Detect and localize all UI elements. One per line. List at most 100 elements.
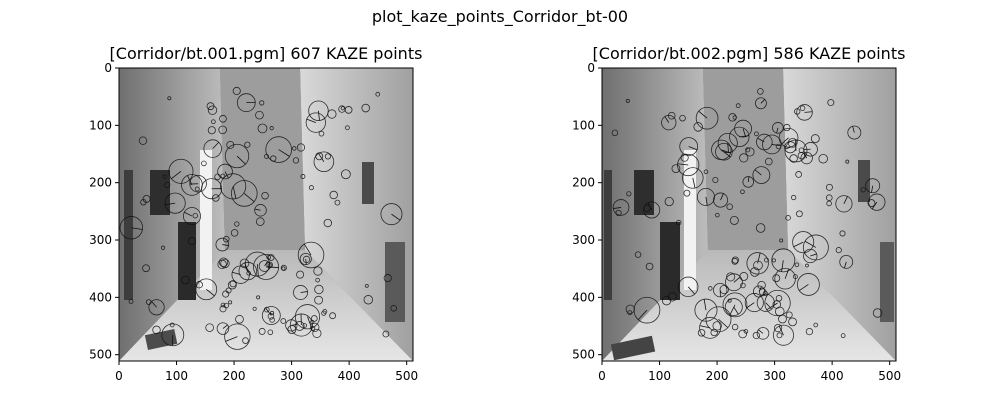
keypoint-circle (224, 323, 251, 350)
keypoint-circle (731, 323, 739, 331)
keypoint-circle (169, 322, 175, 328)
keypoint-circle (792, 231, 815, 254)
keypoint-orientation (254, 208, 261, 211)
subplot-1: [Corridor/bt.001.pgm] 607 KAZE points 0 1… (89, 44, 422, 383)
keypoint-circle (800, 151, 813, 165)
keypoint-circle (340, 106, 345, 111)
keypoint-circle (242, 337, 249, 344)
keypoint-orientation (843, 196, 848, 204)
keypoint-circle (726, 203, 733, 211)
keypoint-orientation (236, 155, 246, 165)
keypoint-circle (265, 136, 292, 163)
keypoint-orientation (803, 152, 808, 159)
keypoint-circle (308, 185, 314, 191)
keypoint-circle (677, 153, 700, 177)
keypoint-circle (784, 139, 808, 163)
y-tick-label: 0 (104, 61, 112, 75)
keypoint-orientation (810, 253, 817, 257)
keypoint-circle (363, 295, 374, 305)
keypoint-circle (634, 251, 642, 258)
keypoint-circle (361, 103, 370, 113)
keypoint-orientation (225, 336, 238, 342)
keypoint-circle (244, 141, 251, 148)
keypoint-circle (327, 109, 337, 119)
keypoint-orientation (278, 149, 290, 157)
keypoint-circle (188, 237, 197, 246)
keypoint-circle (755, 223, 766, 233)
keypoint-circle (138, 136, 148, 145)
keypoint-orientation (778, 325, 784, 336)
y-tick-label: 200 (89, 176, 112, 190)
keypoint-orientation (305, 258, 307, 265)
keypoint-circle (255, 217, 265, 226)
keypoint-orientation (852, 126, 855, 133)
keypoint-orientation (165, 202, 176, 206)
keypoint-circle (207, 126, 216, 135)
keypoint-circle (835, 247, 842, 254)
keypoint-circle (207, 105, 218, 115)
keypoint-circle (296, 270, 305, 279)
keypoint-orientation (692, 177, 696, 189)
keypoint-circle (738, 329, 748, 339)
keypoint-circle (678, 276, 699, 298)
x-tick-label: 200 (706, 369, 729, 383)
keypoint-circle (752, 331, 760, 340)
keypoint-orientation (664, 116, 670, 123)
keypoint-orientation (844, 261, 847, 269)
keypoint-circle (726, 272, 736, 282)
keypoint-orientation (151, 301, 157, 308)
keypoint-circle (847, 125, 862, 140)
keypoint-circle (180, 275, 190, 285)
keypoint-circle (311, 315, 318, 322)
x-tick-label: 0 (115, 369, 123, 383)
keypoint-orientation (131, 227, 143, 230)
subplot-1-keypoints (119, 86, 403, 350)
keypoint-circle (244, 251, 270, 277)
keypoint-circle (845, 159, 850, 164)
keypoint-circle (281, 266, 286, 271)
keypoint-circle (772, 274, 781, 283)
keypoint-circle (740, 282, 746, 289)
keypoint-orientation (187, 175, 193, 186)
keypoint-circle (218, 257, 229, 267)
keypoint-circle (195, 278, 218, 301)
keypoint-circle (788, 317, 797, 327)
keypoint-circle (626, 191, 632, 197)
subplot-1-frame (118, 67, 414, 362)
x-tick-label: 500 (878, 369, 901, 383)
keypoint-circle (762, 134, 782, 155)
subplot-1-xaxis: 0 100 200 300 400 500 (115, 361, 418, 383)
keypoint-circle (735, 103, 741, 109)
keypoint-orientation (232, 186, 237, 199)
keypoint-circle (119, 216, 143, 240)
keypoint-circle (194, 186, 200, 192)
keypoint-circle (280, 318, 287, 324)
keypoint-orientation (300, 291, 308, 293)
keypoint-circle (724, 298, 743, 317)
keypoint-orientation (212, 141, 220, 149)
keypoint-circle (181, 174, 203, 196)
keypoint-circle (267, 263, 273, 268)
x-tick-label: 300 (280, 369, 303, 383)
keypoint-circle (697, 329, 706, 337)
keypoint-circle (693, 122, 703, 132)
keypoint-circle (839, 254, 854, 269)
keypoint-circle (217, 163, 233, 180)
keypoint-circle (791, 194, 797, 201)
keypoint-circle (694, 298, 718, 322)
keypoint-circle (269, 126, 274, 131)
keypoint-circle (799, 105, 806, 111)
keypoint-circle (296, 143, 306, 152)
keypoint-circle (818, 153, 828, 164)
keypoint-circle (252, 306, 257, 311)
keypoint-orientation (729, 304, 736, 316)
keypoint-circle (771, 248, 796, 273)
keypoint-circle (773, 323, 783, 333)
keypoint-orientation (799, 284, 809, 291)
keypoint-circle (219, 114, 227, 123)
keypoint-circle (164, 192, 186, 214)
keypoint-circle (785, 311, 793, 319)
keypoint-circle (267, 313, 275, 320)
keypoint-circle (797, 273, 820, 296)
keypoint-circle (222, 290, 230, 298)
